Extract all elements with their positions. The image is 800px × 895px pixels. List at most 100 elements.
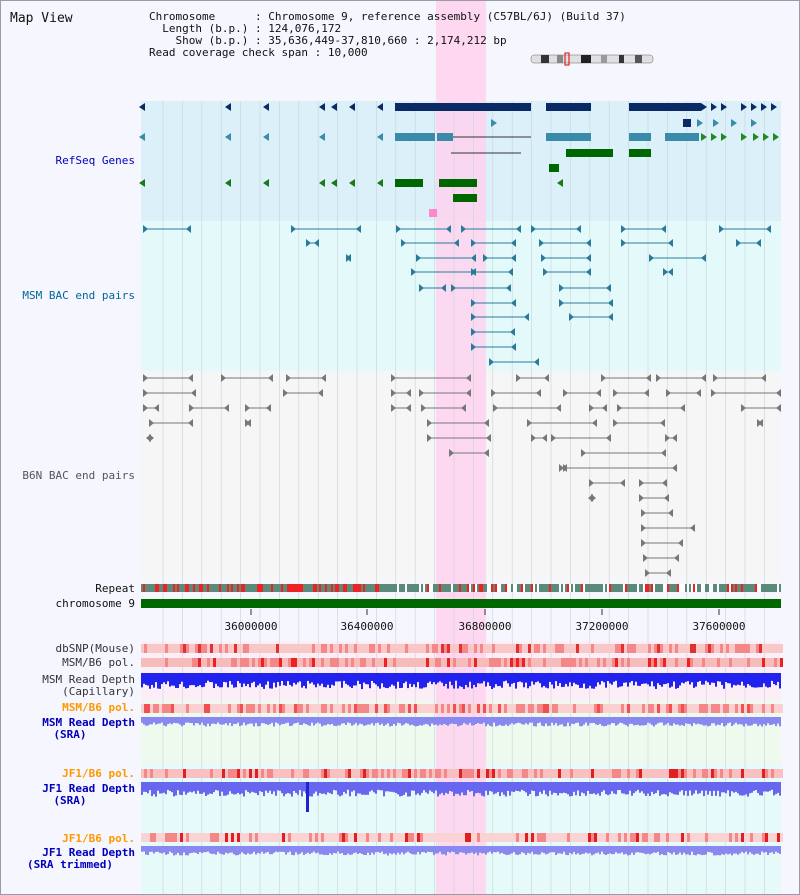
depth-bar (737, 782, 739, 794)
repeat-mark (709, 584, 711, 592)
bac-pair-end (534, 358, 539, 366)
depth-bar (143, 846, 145, 852)
pol-cell (480, 704, 483, 713)
depth-bar (551, 673, 553, 685)
depth-bar (505, 673, 507, 681)
repeat-mark (231, 584, 233, 592)
pol-cell (402, 658, 405, 667)
pol-cell (591, 769, 594, 778)
bac-pair-end (776, 404, 781, 412)
depth-bar (727, 717, 729, 724)
depth-bar (193, 846, 195, 853)
pol-cell (360, 644, 363, 653)
pol-cell (354, 704, 357, 713)
depth-bar (229, 782, 231, 792)
pol-cell (393, 644, 396, 653)
depth-bar (501, 782, 503, 793)
pol-cell (633, 833, 636, 842)
pol-cell (750, 769, 753, 778)
b6n-bac-label[interactable]: B6N BAC end pairs (22, 469, 135, 482)
pol-cell (483, 769, 486, 778)
gene-arrow (771, 103, 777, 111)
depth-bar (671, 717, 673, 726)
pol-cell (297, 769, 300, 778)
refseq-genes-label[interactable]: RefSeq Genes (55, 154, 135, 167)
pol-cell (201, 704, 204, 713)
pol-cell (699, 833, 702, 842)
pol-cell (441, 833, 444, 842)
pol-cell (579, 658, 582, 667)
depth-bar (463, 846, 465, 853)
pol-cell (408, 644, 411, 653)
pol-cell (555, 704, 558, 713)
repeat-mark (259, 584, 261, 592)
depth-bar (617, 782, 619, 791)
depth-bar (533, 782, 535, 791)
pol-cell (738, 833, 741, 842)
depth-bar (705, 673, 707, 681)
depth-bar (549, 846, 551, 853)
pol-cell (177, 833, 180, 842)
pol-cell (723, 644, 726, 653)
depth-bar (203, 846, 205, 853)
pol-cell (360, 833, 363, 842)
pol-cell (345, 704, 348, 713)
pol-cell (393, 704, 396, 713)
depth-bar (235, 717, 237, 725)
bac-pair-end (563, 464, 568, 472)
depth-bar (231, 782, 233, 794)
depth-bar (399, 782, 401, 797)
pol-cell (528, 644, 531, 653)
bac-pair-end (283, 389, 288, 397)
pol-cell (300, 658, 303, 667)
pol-cell (375, 644, 378, 653)
depth-bar (495, 782, 497, 794)
depth-bar (405, 846, 407, 853)
depth-bar (553, 717, 555, 726)
depth-bar (769, 782, 771, 791)
depth-bar (523, 673, 525, 688)
depth-bar (779, 782, 781, 796)
depth-bar (435, 673, 437, 685)
pol-cell (480, 658, 483, 667)
pol-cell (432, 769, 435, 778)
depth-bar (255, 782, 257, 794)
depth-bar (285, 782, 287, 794)
depth-bar (219, 673, 221, 688)
depth-bar (495, 846, 497, 853)
depth-bar (397, 846, 399, 853)
depth-bar (537, 673, 539, 682)
depth-bar (471, 717, 473, 726)
depth-bar (407, 846, 409, 852)
depth-bar (669, 717, 671, 726)
pol-cell (663, 644, 666, 653)
msm-bac-label[interactable]: MSM BAC end pairs (22, 289, 135, 302)
gene-arrow (557, 179, 563, 187)
depth-bar (403, 782, 405, 795)
pol-cell (573, 658, 576, 667)
pol-cell (657, 833, 660, 842)
pol-cell (372, 769, 375, 778)
bac-pair-end (539, 239, 544, 247)
bac-pair-end (268, 374, 273, 382)
depth-bar (171, 673, 173, 686)
bac-pair-end (766, 225, 771, 233)
depth-bar (205, 717, 207, 727)
pol-cell (735, 658, 738, 667)
pol-cell (573, 769, 576, 778)
depth-bar (383, 782, 385, 797)
depth-bar (341, 846, 343, 853)
bac-pair-end (471, 343, 476, 351)
depth-bar (715, 846, 717, 856)
gene-arrow (319, 133, 325, 141)
pol-cell (192, 658, 195, 667)
pol-cell (741, 644, 744, 653)
depth-bar (601, 717, 603, 726)
repeat-mark (243, 584, 245, 592)
ideogram-band (541, 55, 549, 63)
bac-pair-end (446, 225, 451, 233)
repeat-mark (487, 584, 489, 592)
repeat-mark (157, 584, 159, 592)
depth-bar (343, 846, 345, 855)
